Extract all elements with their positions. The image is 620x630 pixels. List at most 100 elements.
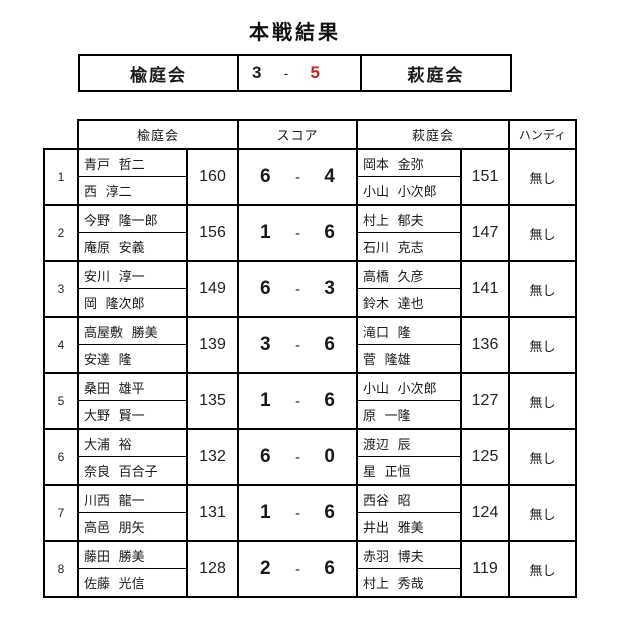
- results-table: 楡庭会 スコア 萩庭会 ハンディ 1 青戸 哲二 西 淳二 160 6 - 4 …: [43, 119, 577, 598]
- left-games: 3: [260, 334, 271, 355]
- left-games: 1: [260, 502, 271, 523]
- right-players-cell: 小山 小次郎 原 一隆: [356, 372, 460, 428]
- right-total: 147: [460, 204, 508, 260]
- handicap-value: 無し: [508, 148, 575, 204]
- left-total: 132: [186, 428, 237, 484]
- handicap-value: 無し: [508, 428, 575, 484]
- handicap-value: 無し: [508, 316, 575, 372]
- table-row: 7 川西 龍一 高邑 朋矢 131 1 - 6 西谷 昭 井出 雅美 124 無…: [43, 484, 575, 540]
- score-dash: -: [295, 168, 300, 186]
- table-row: 4 高屋敷 勝美 安達 隆 139 3 - 6 滝口 隆 菅 隆雄 136 無し: [43, 316, 575, 372]
- right-player-1: 岡本 金弥: [358, 150, 460, 177]
- right-total: 151: [460, 148, 508, 204]
- summary-right-team: 萩庭会: [360, 56, 510, 90]
- match-number: 6: [43, 428, 77, 484]
- page-title: 本戦結果: [249, 22, 341, 44]
- left-total: 128: [186, 540, 237, 596]
- right-total: 127: [460, 372, 508, 428]
- left-players-cell: 桑田 雄平 大野 賢一: [77, 372, 186, 428]
- header-corner-spacer: [43, 119, 77, 148]
- match-score-cell: 6 - 0: [237, 428, 356, 484]
- summary-right-score: 5: [310, 63, 320, 82]
- score-dash: -: [295, 224, 300, 242]
- left-player-2: 高邑 朋矢: [84, 520, 145, 535]
- score-dash: -: [295, 280, 300, 298]
- left-player-2: 安達 隆: [84, 352, 132, 367]
- left-total: 135: [186, 372, 237, 428]
- match-score-cell: 1 - 6: [237, 372, 356, 428]
- right-players-cell: 赤羽 博夫 村上 秀哉: [356, 540, 460, 596]
- right-players-cell: 渡辺 辰 星 正恒: [356, 428, 460, 484]
- left-players-cell: 安川 淳一 岡 隆次郎: [77, 260, 186, 316]
- left-games: 1: [260, 390, 271, 411]
- left-player-1: 青戸 哲二: [79, 150, 186, 177]
- left-players-cell: 川西 龍一 高邑 朋矢: [77, 484, 186, 540]
- handicap-value: 無し: [508, 372, 575, 428]
- right-games: 6: [324, 390, 335, 411]
- score-dash: -: [295, 336, 300, 354]
- right-player-2: 井出 雅美: [363, 520, 424, 535]
- left-players-cell: 大浦 裕 奈良 百合子: [77, 428, 186, 484]
- table-header-row: 楡庭会 スコア 萩庭会 ハンディ: [43, 119, 575, 148]
- right-players-cell: 西谷 昭 井出 雅美: [356, 484, 460, 540]
- right-total: 125: [460, 428, 508, 484]
- right-player-2: 星 正恒: [363, 464, 411, 479]
- table-row: 2 今野 隆一郎 庵原 安義 156 1 - 6 村上 郁夫 石川 克志 147…: [43, 204, 575, 260]
- handicap-value: 無し: [508, 540, 575, 596]
- left-games: 6: [260, 166, 271, 187]
- score-dash: -: [295, 560, 300, 578]
- right-players-cell: 岡本 金弥 小山 小次郎: [356, 148, 460, 204]
- left-player-1: 安川 淳一: [79, 262, 186, 289]
- right-games: 6: [324, 502, 335, 523]
- left-player-1: 今野 隆一郎: [79, 206, 186, 233]
- right-total: 141: [460, 260, 508, 316]
- right-games: 3: [324, 278, 335, 299]
- header-score: スコア: [237, 119, 356, 148]
- score-dash: -: [295, 392, 300, 410]
- handicap-value: 無し: [508, 260, 575, 316]
- right-players-cell: 滝口 隆 菅 隆雄: [356, 316, 460, 372]
- score-dash: -: [295, 448, 300, 466]
- left-player-1: 大浦 裕: [79, 430, 186, 457]
- right-games: 4: [324, 166, 335, 187]
- right-player-2: 鈴木 達也: [363, 296, 424, 311]
- right-player-2: 原 一隆: [363, 408, 411, 423]
- score-dash: -: [295, 504, 300, 522]
- right-player-1: 高橋 久彦: [358, 262, 460, 289]
- left-total: 139: [186, 316, 237, 372]
- left-games: 2: [260, 558, 271, 579]
- right-player-2: 石川 克志: [363, 240, 424, 255]
- right-player-1: 赤羽 博夫: [358, 542, 460, 569]
- left-total: 160: [186, 148, 237, 204]
- right-total: 124: [460, 484, 508, 540]
- right-player-2: 村上 秀哉: [363, 576, 424, 591]
- handicap-value: 無し: [508, 484, 575, 540]
- left-players-cell: 藤田 勝美 佐藤 光信: [77, 540, 186, 596]
- table-row: 3 安川 淳一 岡 隆次郎 149 6 - 3 高橋 久彦 鈴木 達也 141 …: [43, 260, 575, 316]
- left-player-1: 桑田 雄平: [79, 374, 186, 401]
- left-games: 1: [260, 222, 271, 243]
- match-score-cell: 1 - 6: [237, 204, 356, 260]
- left-total: 131: [186, 484, 237, 540]
- left-games: 6: [260, 446, 271, 467]
- handicap-value: 無し: [508, 204, 575, 260]
- match-score-cell: 3 - 6: [237, 316, 356, 372]
- match-number: 3: [43, 260, 77, 316]
- left-player-1: 藤田 勝美: [79, 542, 186, 569]
- table-row: 5 桑田 雄平 大野 賢一 135 1 - 6 小山 小次郎 原 一隆 127 …: [43, 372, 575, 428]
- header-left-team: 楡庭会: [77, 119, 237, 148]
- right-games: 0: [324, 446, 335, 467]
- right-player-2: 小山 小次郎: [363, 184, 437, 199]
- left-player-2: 庵原 安義: [84, 240, 145, 255]
- right-games: 6: [324, 334, 335, 355]
- right-games: 6: [324, 222, 335, 243]
- left-player-1: 川西 龍一: [79, 486, 186, 513]
- left-games: 6: [260, 278, 271, 299]
- right-player-2: 菅 隆雄: [363, 352, 411, 367]
- match-number: 2: [43, 204, 77, 260]
- right-games: 6: [324, 558, 335, 579]
- left-player-2: 大野 賢一: [84, 408, 145, 423]
- left-total: 149: [186, 260, 237, 316]
- match-score-cell: 6 - 3: [237, 260, 356, 316]
